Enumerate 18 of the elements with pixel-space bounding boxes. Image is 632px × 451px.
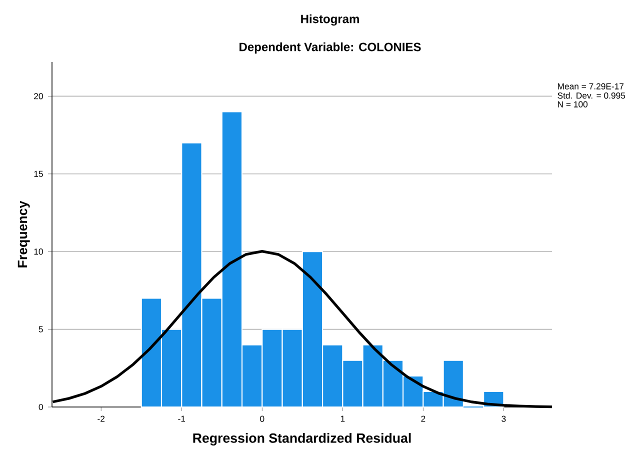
text: N = 100 — [558, 101, 588, 108]
x-tick-label: -1 — [178, 416, 186, 422]
x-axis-title: Regression Standardized Residual — [193, 433, 411, 446]
x-tick-label: 2 — [421, 416, 426, 422]
y-tick-label: 5 — [38, 326, 43, 332]
y-axis-title: Frequency — [18, 200, 30, 268]
x-tick-label: 1 — [340, 416, 345, 422]
chart-subtitle: Dependent Variable: COLONIES — [240, 42, 421, 54]
x-tick-label: 0 — [260, 416, 264, 422]
y-tick-label: 20 — [34, 93, 43, 100]
y-tick-label: 10 — [34, 248, 43, 255]
chart-title: Histogram — [301, 14, 359, 26]
y-tick-label: 0 — [38, 404, 43, 410]
y-tick-label: 15 — [34, 170, 43, 177]
text: Std. Dev. = 0.995 — [558, 92, 626, 99]
text: Mean = 7.29E-17 — [558, 83, 624, 90]
x-tick-label: 3 — [502, 416, 506, 422]
x-tick-label: -2 — [98, 416, 105, 422]
